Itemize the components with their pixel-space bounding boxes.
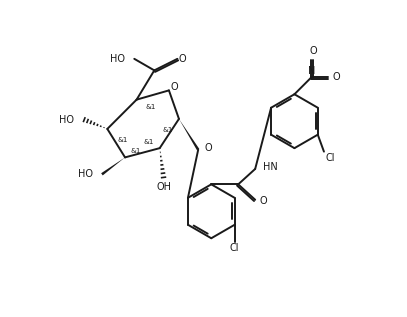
Text: Cl: Cl [326, 153, 335, 163]
Text: O: O [259, 196, 267, 206]
Text: &1: &1 [118, 137, 128, 143]
Text: HO: HO [110, 54, 125, 64]
Text: O: O [171, 81, 178, 92]
Text: O: O [309, 46, 317, 56]
Text: N: N [308, 66, 315, 76]
Text: O: O [204, 143, 212, 153]
Text: Cl: Cl [230, 243, 239, 253]
Text: O: O [178, 54, 186, 64]
Text: HO: HO [78, 169, 93, 179]
Polygon shape [101, 157, 125, 175]
Text: HO: HO [59, 115, 74, 125]
Text: &1: &1 [131, 148, 141, 154]
Text: &1: &1 [163, 127, 173, 133]
Text: HN: HN [263, 162, 278, 171]
Text: &1: &1 [144, 139, 154, 145]
Polygon shape [179, 119, 199, 150]
Text: OH: OH [156, 182, 171, 192]
Text: O: O [333, 72, 341, 82]
Text: &1: &1 [145, 104, 155, 110]
